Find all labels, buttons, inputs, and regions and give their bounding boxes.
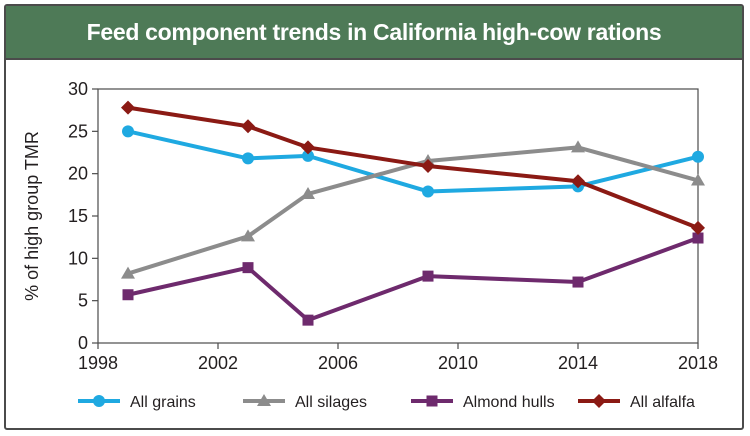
- point-all-silages: [571, 140, 585, 153]
- series-line-all-grains: [127, 129, 699, 194]
- point-all-silages: [691, 173, 705, 186]
- y-tick-label: 0: [78, 333, 88, 353]
- legend-marker-all-silages: [257, 394, 271, 406]
- x-tick-label: 2002: [198, 353, 238, 373]
- point-almond-hulls: [242, 262, 254, 274]
- x-tick-label: 1998: [78, 353, 118, 373]
- plot-area: [97, 88, 699, 344]
- series-line-all-silages: [127, 145, 699, 276]
- chart-title: Feed component trends in California high…: [6, 6, 742, 60]
- point-all-silages: [241, 229, 255, 242]
- legend-label-all-silages: All silages: [295, 394, 367, 411]
- y-axis-label: % of high group TMR: [22, 131, 42, 301]
- point-all-grains: [122, 125, 134, 138]
- series-line-almond-hulls: [127, 236, 699, 323]
- point-all-grains: [302, 149, 314, 162]
- point-all-alfalfa: [691, 220, 705, 235]
- point-all-grains: [242, 152, 254, 165]
- point-all-silages: [301, 186, 315, 199]
- point-all-alfalfa: [121, 100, 135, 115]
- legend-marker-almond-hulls: [426, 395, 438, 407]
- point-all-alfalfa: [301, 140, 315, 155]
- y-tick-label: 5: [78, 291, 88, 311]
- point-all-alfalfa: [571, 174, 585, 189]
- point-almond-hulls: [302, 314, 314, 326]
- legend-marker-all-alfalfa: [592, 394, 606, 408]
- legend-label-all-grains: All grains: [130, 394, 196, 411]
- x-tick-label: 2018: [678, 353, 718, 373]
- y-tick-label: 15: [68, 206, 88, 226]
- legend-label-almond-hulls: Almond hulls: [463, 394, 555, 411]
- y-tick-label: 25: [68, 121, 88, 141]
- point-all-alfalfa: [421, 159, 435, 174]
- point-all-alfalfa: [241, 119, 255, 134]
- legend-label-all-alfalfa: All alfalfa: [630, 394, 695, 411]
- y-tick-label: 20: [68, 164, 88, 184]
- x-tick-label: 2014: [558, 353, 598, 373]
- point-all-silages: [121, 266, 135, 279]
- y-tick-label: 30: [68, 79, 88, 99]
- point-almond-hulls: [122, 289, 134, 301]
- y-tick-label: 10: [68, 248, 88, 268]
- point-almond-hulls: [422, 270, 434, 282]
- point-almond-hulls: [572, 276, 584, 288]
- x-tick-label: 2010: [438, 353, 478, 373]
- point-all-grains: [692, 150, 704, 163]
- point-all-grains: [422, 185, 434, 198]
- chart-frame: Feed component trends in California high…: [4, 4, 744, 430]
- series-line-all-alfalfa: [127, 105, 699, 230]
- legend-marker-all-grains: [93, 395, 105, 407]
- x-tick-label: 2006: [318, 353, 358, 373]
- point-almond-hulls: [692, 232, 704, 244]
